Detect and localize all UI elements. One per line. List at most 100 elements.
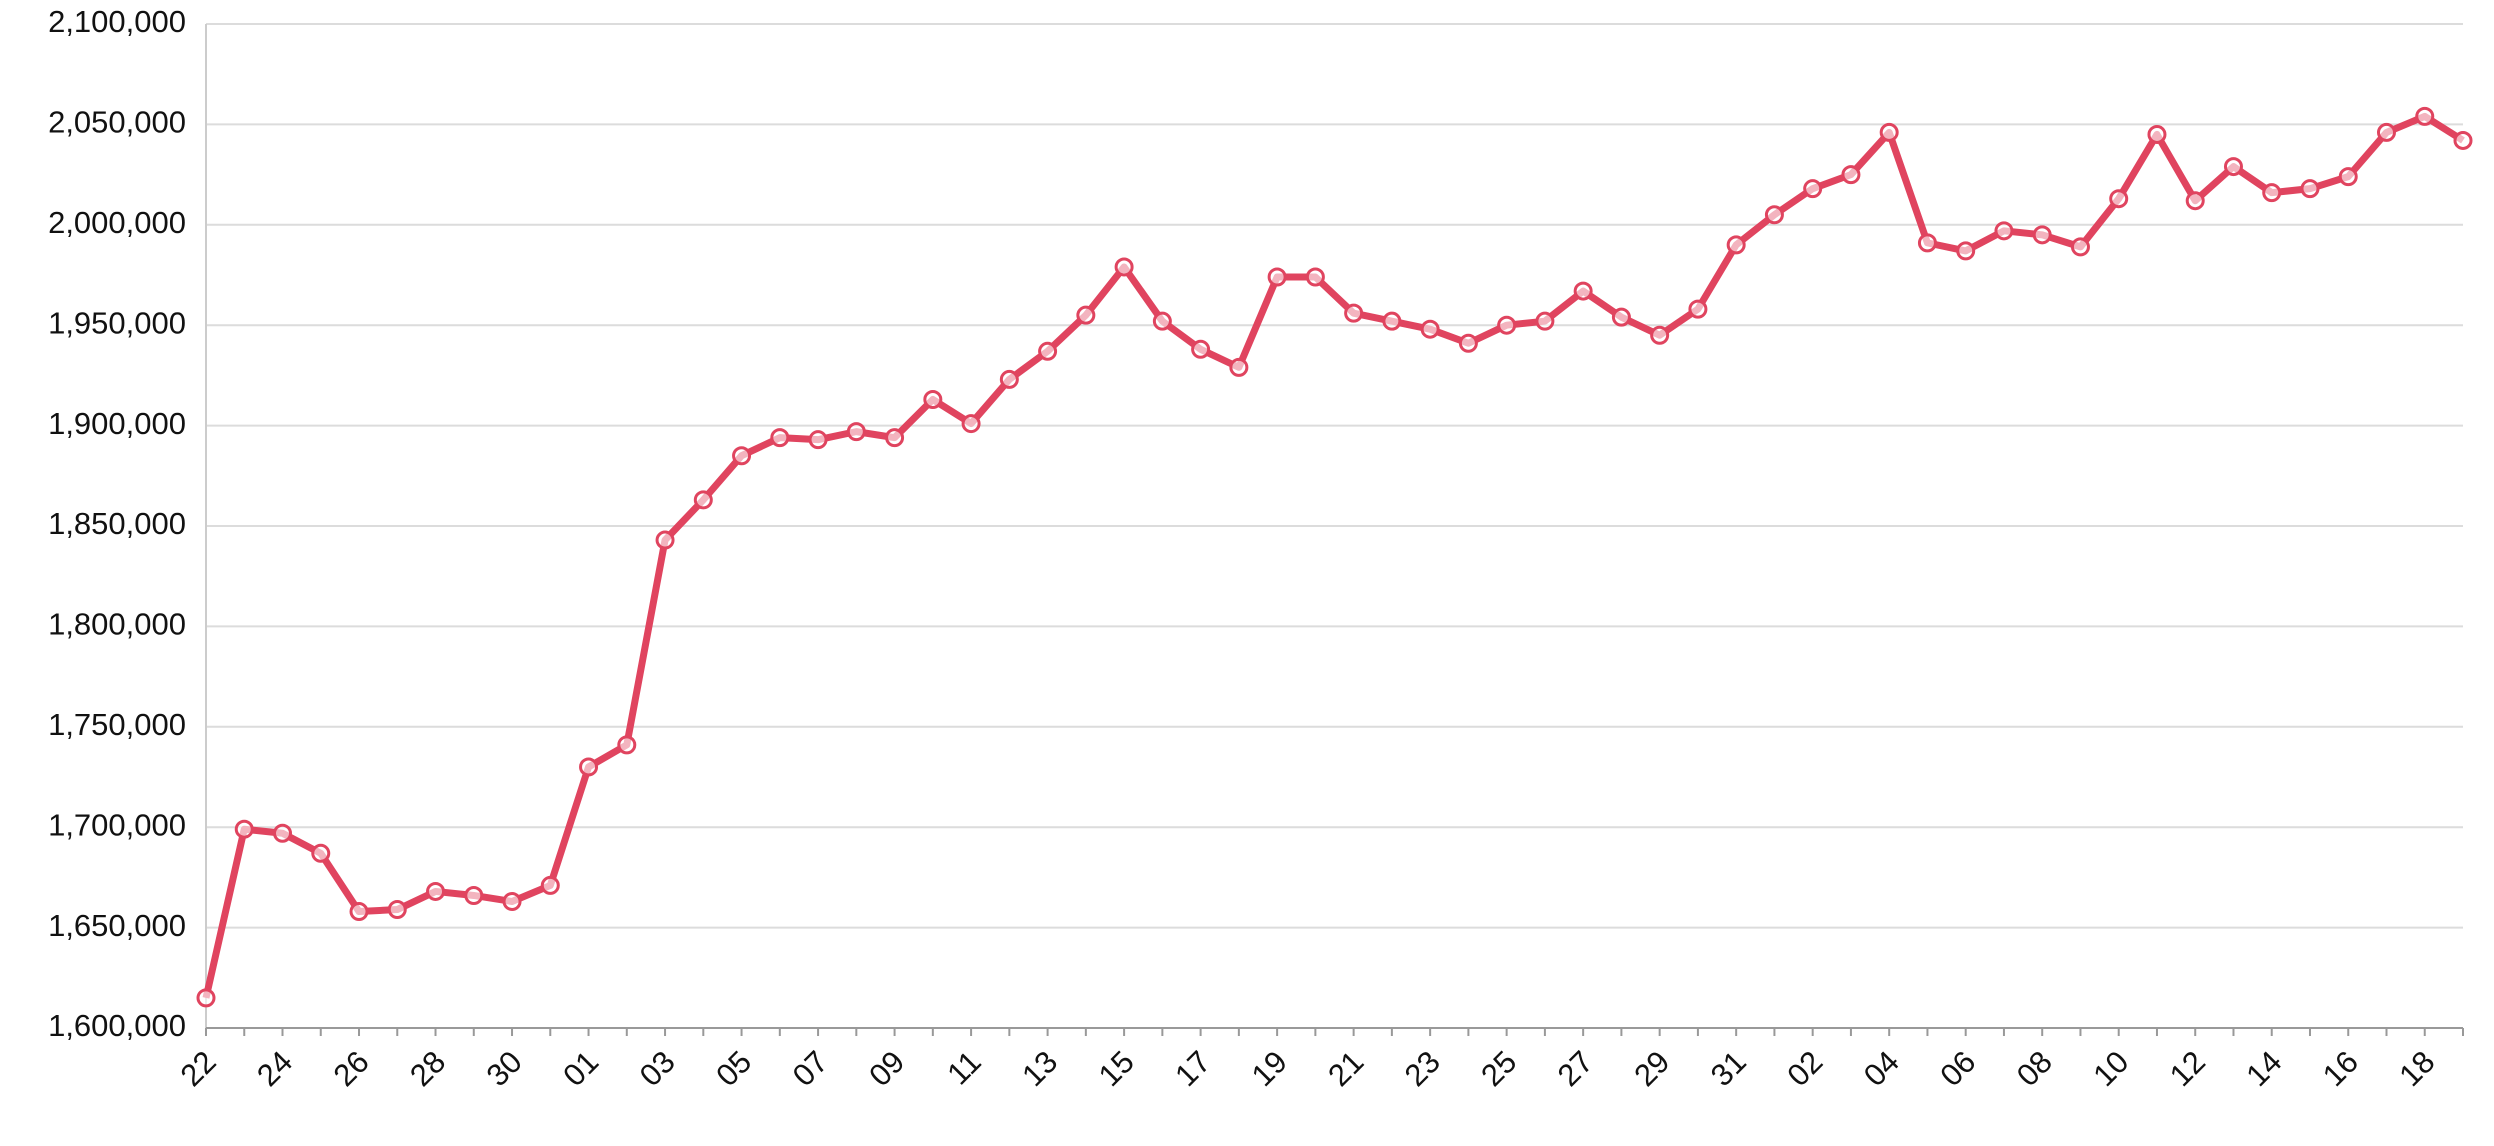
point	[885, 428, 905, 448]
point	[961, 414, 981, 434]
point	[1879, 122, 1899, 142]
point	[655, 530, 675, 550]
x-tick-label: 24	[250, 1044, 299, 1093]
y-tick-label: 1,850,000	[48, 506, 186, 541]
x-tick-label: 19	[1245, 1044, 1294, 1093]
x-tick-label: 08	[2010, 1044, 2059, 1093]
point	[923, 389, 943, 409]
point	[1956, 241, 1976, 261]
point	[1497, 315, 1517, 335]
x-tick-label: 17	[1168, 1044, 1217, 1093]
point	[693, 490, 713, 510]
y-tick-label: 2,050,000	[48, 105, 186, 140]
point	[808, 430, 828, 450]
point	[234, 819, 254, 839]
point	[1305, 267, 1325, 287]
point	[1726, 235, 1746, 255]
x-tick-label: 31	[1704, 1044, 1753, 1093]
point	[2415, 106, 2435, 126]
point	[1344, 303, 1364, 323]
x-tick-label: 04	[1857, 1044, 1906, 1093]
point	[1841, 165, 1861, 185]
point	[1994, 221, 2014, 241]
point	[1573, 281, 1593, 301]
point	[464, 885, 484, 905]
y-tick-label: 1,750,000	[48, 707, 186, 742]
point	[349, 902, 369, 922]
point	[387, 900, 407, 920]
point	[196, 988, 216, 1008]
x-tick-label: 14	[2239, 1044, 2288, 1093]
y-tick-label: 1,600,000	[48, 1008, 186, 1043]
x-tick-label: 29	[1627, 1044, 1676, 1093]
x-tick-label: 06	[1933, 1044, 1982, 1093]
y-tick-label: 1,950,000	[48, 305, 186, 340]
point	[1458, 333, 1478, 353]
point	[1803, 179, 1823, 199]
point	[540, 875, 560, 895]
x-tick-label: 03	[633, 1044, 682, 1093]
x-tick-label: 11	[940, 1044, 988, 1092]
x-tick-label: 26	[327, 1044, 376, 1093]
x-tick-label: 23	[1398, 1044, 1447, 1093]
point	[999, 369, 1019, 389]
point	[311, 843, 331, 863]
point	[502, 891, 522, 911]
point	[2185, 191, 2205, 211]
y-tick-label: 1,650,000	[48, 908, 186, 943]
point	[2109, 189, 2129, 209]
x-tick-label: 27	[1551, 1044, 1600, 1093]
y-tick-label: 1,900,000	[48, 406, 186, 441]
line	[202, 112, 2465, 999]
point	[1114, 257, 1134, 277]
x-tick-label: 07	[786, 1044, 835, 1093]
point	[846, 422, 866, 442]
y-tick-label: 2,000,000	[48, 205, 186, 240]
point	[2147, 124, 2167, 144]
point	[617, 735, 637, 755]
point	[2453, 130, 2473, 150]
point	[2070, 237, 2090, 257]
point	[1267, 267, 1287, 287]
x-tick-label: 22	[174, 1044, 223, 1093]
point	[1229, 357, 1249, 377]
y-tick-label: 1,700,000	[48, 807, 186, 842]
x-tick-label: 16	[2316, 1044, 2365, 1093]
x-tick-label: 13	[1015, 1044, 1064, 1093]
x-tick-label: 02	[1780, 1044, 1829, 1093]
point	[1191, 339, 1211, 359]
point	[1420, 319, 1440, 339]
point	[2376, 122, 2396, 142]
x-tick-label: 18	[2392, 1044, 2441, 1093]
x-tick-label: 30	[480, 1044, 529, 1093]
point	[579, 757, 599, 777]
x-tick-label: 28	[403, 1044, 452, 1093]
point	[426, 881, 446, 901]
point	[2262, 183, 2282, 203]
point	[1382, 311, 1402, 331]
point	[1535, 311, 1555, 331]
x-tick-label: 10	[2086, 1044, 2135, 1093]
y-tick-label: 1,800,000	[48, 607, 186, 642]
point	[1152, 311, 1172, 331]
x-tick-label: 25	[1474, 1044, 1523, 1093]
point	[2300, 179, 2320, 199]
x-tick-label: 15	[1092, 1044, 1141, 1093]
point	[2032, 225, 2052, 245]
x-tick-label: 09	[862, 1044, 911, 1093]
x-tick-label: 05	[709, 1044, 758, 1093]
point	[770, 428, 790, 448]
point	[732, 446, 752, 466]
point	[2338, 167, 2358, 187]
point	[1764, 205, 1784, 225]
point	[1917, 233, 1937, 253]
point	[1076, 305, 1096, 325]
point	[1611, 307, 1631, 327]
point	[2223, 157, 2243, 177]
x-tick-label: 01	[556, 1044, 605, 1093]
x-tick-label: 12	[2163, 1044, 2212, 1093]
point	[1038, 341, 1058, 361]
point	[1688, 299, 1708, 319]
x-tick-label: 21	[1321, 1044, 1370, 1093]
